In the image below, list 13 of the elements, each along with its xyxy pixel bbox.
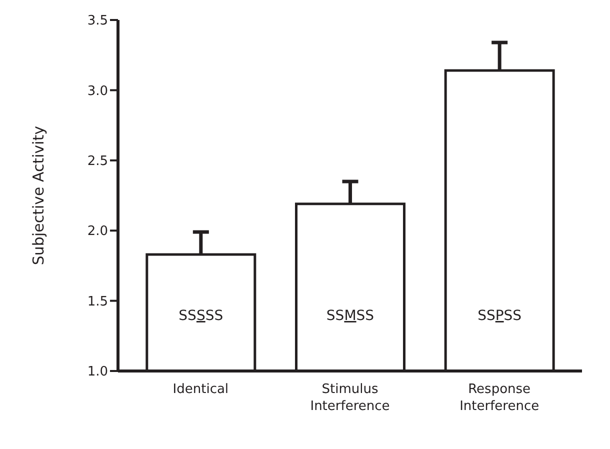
y-tick-label: 2.0 — [87, 224, 108, 240]
y-tick-label: 3.5 — [87, 14, 108, 29]
y-tick-label: 1.0 — [87, 364, 108, 380]
y-tick-label: 1.5 — [87, 294, 108, 310]
x-tick-label: Stimulus Interference — [310, 382, 390, 414]
y-tick-label: 2.5 — [87, 154, 108, 170]
y-axis-title: Subjective Activity — [29, 126, 48, 266]
y-tick-label: 3.0 — [87, 84, 108, 99]
x-tick-label: Identical — [172, 382, 229, 397]
annotation: SSMSS — [326, 308, 374, 324]
annotation: SSSSS — [178, 308, 224, 324]
annotation: SSPSS — [478, 308, 522, 324]
x-tick-label: Response Interference — [460, 382, 540, 414]
